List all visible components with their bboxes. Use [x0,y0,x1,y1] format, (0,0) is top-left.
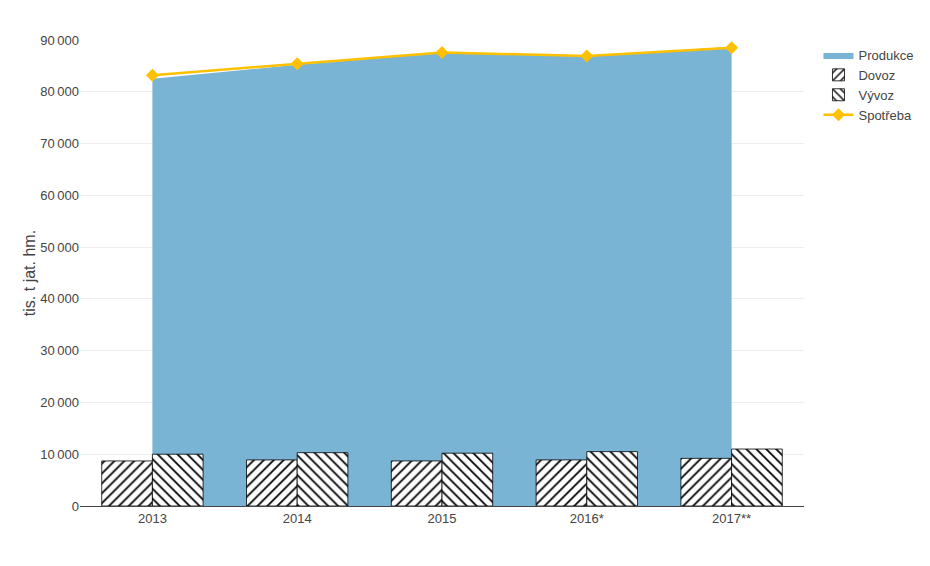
svg-text:2014: 2014 [283,511,312,526]
svg-text:60 000: 60 000 [40,188,79,203]
svg-text:Produkce: Produkce [858,48,913,63]
svg-text:2013: 2013 [138,511,167,526]
svg-text:50 000: 50 000 [40,240,79,255]
svg-text:80 000: 80 000 [40,84,79,99]
svg-text:70 000: 70 000 [40,136,79,151]
svg-text:2015: 2015 [428,511,457,526]
svg-text:Dovoz: Dovoz [858,68,895,83]
svg-text:20 000: 20 000 [40,395,79,410]
svg-text:2017**: 2017** [712,511,751,526]
svg-text:Vývoz: Vývoz [858,88,893,103]
svg-text:90 000: 90 000 [40,33,79,48]
svg-text:2016*: 2016* [570,511,604,526]
svg-text:10 000: 10 000 [40,447,79,462]
svg-text:Spotřeba: Spotřeba [858,108,912,123]
svg-text:30 000: 30 000 [40,343,79,358]
svg-text:40 000: 40 000 [40,291,79,306]
svg-text:tis. t jat. hm.: tis. t jat. hm. [21,230,38,316]
svg-text:0: 0 [72,499,79,514]
